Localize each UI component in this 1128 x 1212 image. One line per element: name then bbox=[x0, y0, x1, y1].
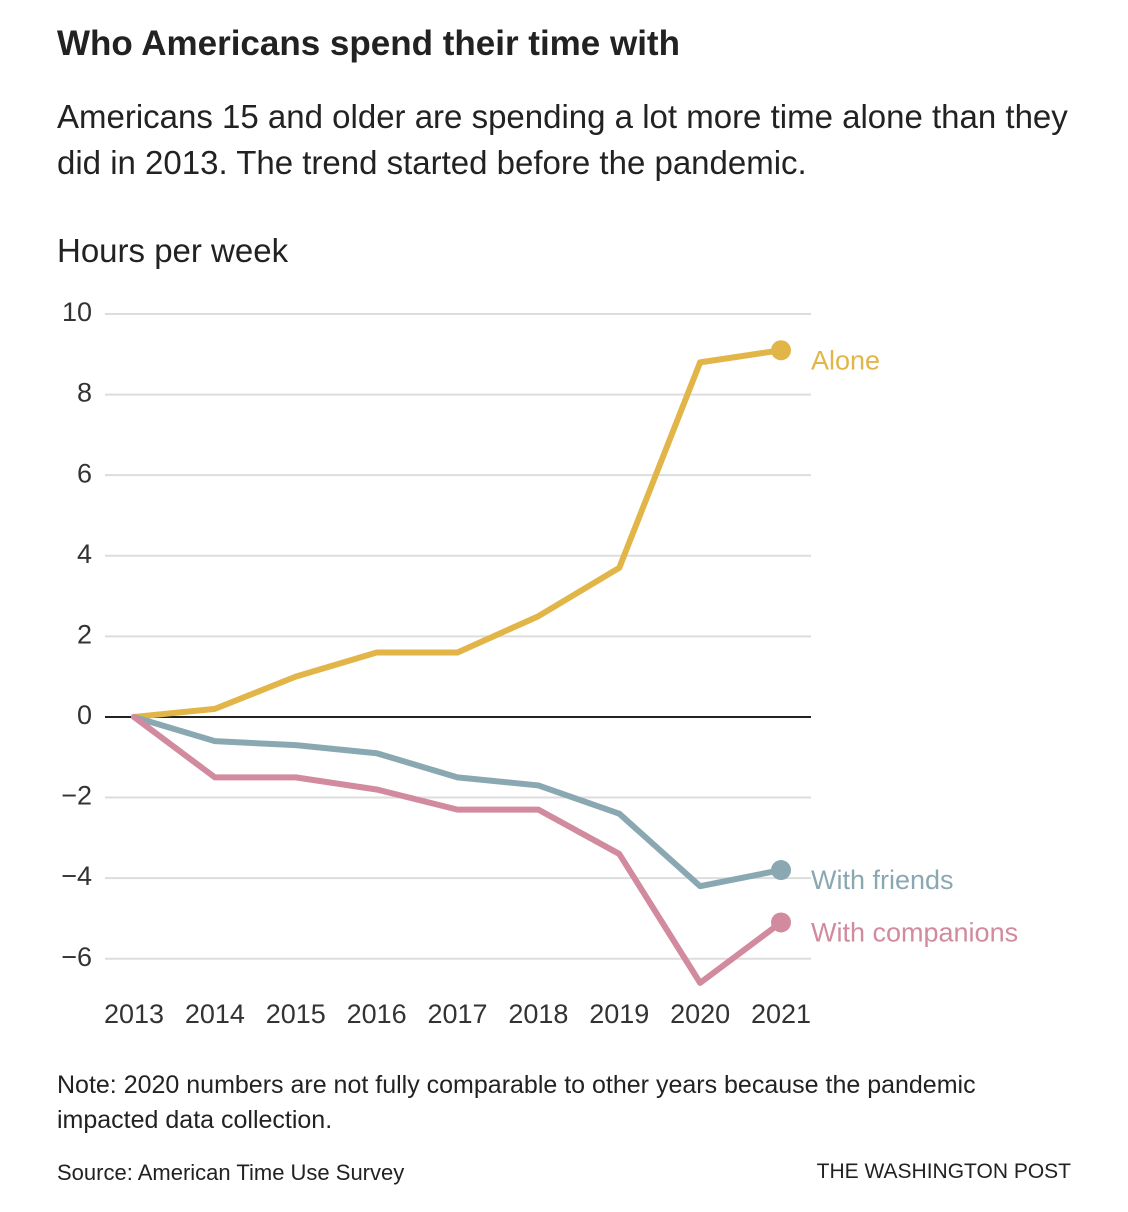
x-tick-label: 2020 bbox=[670, 999, 730, 1029]
legend-label: With companions bbox=[811, 918, 1018, 948]
x-tick-label: 2018 bbox=[508, 999, 568, 1029]
x-tick-label: 2017 bbox=[427, 999, 487, 1029]
end-dot bbox=[771, 340, 791, 361]
y-tick-label: 10 bbox=[62, 297, 92, 327]
x-tick-label: 2019 bbox=[589, 999, 649, 1029]
legend-label: With friends bbox=[811, 865, 954, 895]
legend-label: Alone bbox=[811, 345, 880, 375]
end-dot bbox=[771, 860, 791, 881]
y-tick-label: 2 bbox=[77, 619, 92, 649]
x-tick-label: 2015 bbox=[266, 999, 326, 1029]
credit: THE WASHINGTON POST bbox=[816, 1160, 1071, 1183]
series-line bbox=[131, 347, 784, 720]
end-dot bbox=[771, 912, 791, 933]
source: Source: American Time Use Survey bbox=[57, 1160, 405, 1185]
y-tick-label: −4 bbox=[61, 861, 92, 891]
x-tick-label: 2016 bbox=[347, 999, 407, 1029]
x-tick-label: 2014 bbox=[185, 999, 245, 1029]
series-line bbox=[131, 713, 784, 986]
y-axis-label: Hours per week bbox=[57, 232, 289, 269]
y-tick-label: 0 bbox=[77, 700, 92, 730]
x-tick-label: 2013 bbox=[104, 999, 164, 1029]
y-tick-label: 6 bbox=[77, 458, 92, 488]
y-tick-label: 8 bbox=[77, 378, 92, 408]
y-tick-label: 4 bbox=[77, 539, 92, 569]
y-tick-label: −2 bbox=[61, 781, 92, 811]
series-line bbox=[131, 713, 784, 890]
note: Note: 2020 numbers are not fully compara… bbox=[57, 1071, 976, 1134]
chart-title: Who Americans spend their time with bbox=[57, 24, 680, 63]
chart-subtitle: Americans 15 and older are spending a lo… bbox=[57, 98, 1068, 181]
x-tick-label: 2021 bbox=[751, 999, 811, 1029]
y-tick-label: −6 bbox=[61, 942, 92, 972]
